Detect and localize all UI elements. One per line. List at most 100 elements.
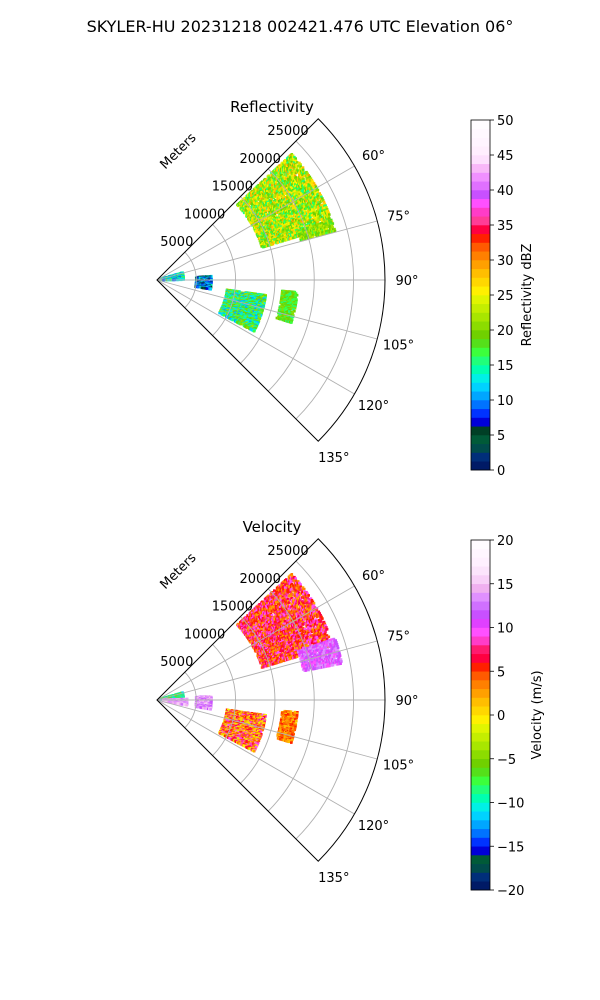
echo-gate xyxy=(246,614,249,617)
echo-gate xyxy=(276,617,279,621)
colorbar-segment xyxy=(471,163,490,173)
colorbar-segment xyxy=(471,426,490,436)
echo-gate xyxy=(250,636,254,639)
echo-gate xyxy=(264,236,267,239)
echo-gate xyxy=(294,579,298,583)
echo-gate xyxy=(228,292,232,296)
echo-gate xyxy=(273,589,276,592)
echo-gate xyxy=(279,620,283,624)
echo-gate xyxy=(291,296,295,299)
echo-gate xyxy=(327,215,331,219)
echo-gate xyxy=(320,221,324,225)
echo-gate xyxy=(333,227,336,231)
echo-gate xyxy=(312,195,316,198)
echo-gate xyxy=(254,192,258,195)
echo-gate xyxy=(283,188,287,191)
echo-gate xyxy=(311,191,314,195)
echo-gate xyxy=(329,220,333,224)
echo-gate xyxy=(266,198,269,202)
echo-gate xyxy=(294,301,298,304)
echo-gate xyxy=(273,204,276,208)
echo-gate xyxy=(305,223,308,227)
echo-gate xyxy=(283,214,286,217)
echo-gate xyxy=(290,603,294,606)
echo-gate xyxy=(306,226,310,230)
echo-gate xyxy=(182,278,185,281)
echo-gate xyxy=(276,601,280,604)
echo-gate xyxy=(261,309,264,313)
echo-gate xyxy=(295,166,298,169)
echo-gate xyxy=(286,219,290,222)
azimuth-gridline xyxy=(156,279,378,340)
echo-gate xyxy=(312,211,315,215)
echo-gate xyxy=(310,210,314,213)
echo-gate xyxy=(262,621,265,625)
echo-gate xyxy=(312,186,316,190)
echo-gate xyxy=(308,193,312,196)
echo-gate xyxy=(312,226,316,230)
echo-gate xyxy=(331,222,335,225)
echo-gate xyxy=(289,579,292,582)
echo-gate xyxy=(310,208,314,211)
echo-gate xyxy=(327,211,330,215)
echo-gate xyxy=(307,183,310,186)
echo-gate xyxy=(288,193,291,196)
echo-gate xyxy=(298,173,301,177)
echo-gate xyxy=(290,217,293,221)
echo-gate xyxy=(328,225,331,228)
echo-gate xyxy=(298,168,302,172)
echo-gate xyxy=(319,226,323,229)
echo-gate xyxy=(313,190,316,194)
echo-gate xyxy=(308,600,312,603)
colorbar-segment xyxy=(471,225,490,235)
echo-gate xyxy=(287,300,290,303)
echo-gate xyxy=(301,203,304,206)
echo-gate xyxy=(231,304,234,307)
echo-gate xyxy=(302,173,305,176)
echo-gate xyxy=(296,597,299,601)
echo-gate xyxy=(299,220,303,224)
colorbar-segment xyxy=(471,277,490,287)
echo-gate xyxy=(304,598,307,602)
echo-gate xyxy=(295,194,298,198)
echo-gate xyxy=(292,173,296,176)
echo-gate xyxy=(292,168,296,172)
echo-gate xyxy=(250,220,254,223)
echo-gate xyxy=(312,215,316,218)
echo-gate xyxy=(289,186,293,189)
echo-gate xyxy=(313,199,317,202)
echo-gate xyxy=(291,299,294,302)
echo-gate xyxy=(290,229,294,232)
echo-gate xyxy=(292,161,296,164)
echo-gate xyxy=(292,308,295,311)
echo-gate xyxy=(258,317,261,320)
echo-gate xyxy=(295,223,299,227)
echo-gate xyxy=(299,583,302,586)
echo-gate xyxy=(320,195,323,199)
echo-gate xyxy=(251,310,255,313)
echo-gate xyxy=(288,613,291,616)
echo-gate xyxy=(294,591,298,595)
echo-gate xyxy=(302,595,305,598)
echo-gate xyxy=(270,182,274,185)
echo-gate xyxy=(294,203,297,206)
echo-gate xyxy=(319,231,323,235)
colorbar-tick-label: 25 xyxy=(497,289,514,304)
echo-gate xyxy=(295,299,298,303)
echo-gate xyxy=(288,293,291,296)
echo-gate xyxy=(287,185,291,189)
colorbar-segment xyxy=(471,260,490,270)
echo-gate xyxy=(321,199,325,202)
echo-gate xyxy=(278,196,281,199)
echo-gate xyxy=(302,186,305,190)
echo-gate xyxy=(305,235,308,239)
echo-gate xyxy=(292,200,296,203)
echo-gate xyxy=(270,614,274,617)
echo-gate xyxy=(282,590,285,593)
echo-gate xyxy=(287,174,291,178)
echo-gate xyxy=(293,309,296,313)
echo-gate xyxy=(243,196,247,200)
echo-gate xyxy=(247,621,251,625)
echo-gate xyxy=(286,221,289,224)
echo-gate xyxy=(261,614,264,617)
